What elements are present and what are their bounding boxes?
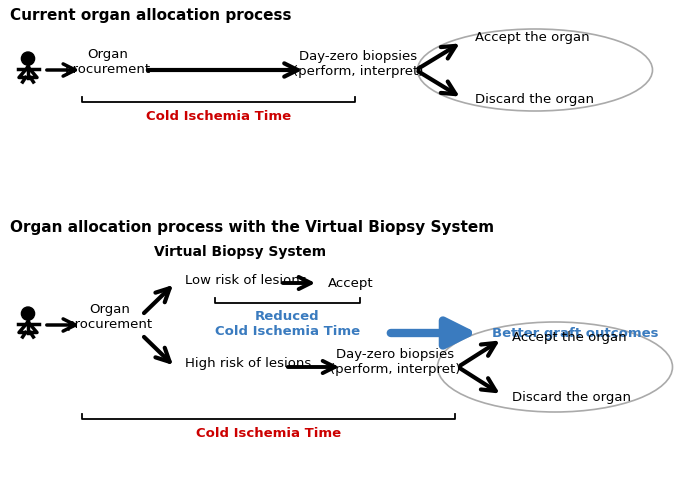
Text: Organ
procurement: Organ procurement [65, 48, 151, 76]
Circle shape [21, 307, 35, 320]
Text: Organ
procurement: Organ procurement [67, 303, 153, 331]
Text: Virtual Biopsy System: Virtual Biopsy System [154, 245, 326, 259]
Text: Low risk of lesions: Low risk of lesions [185, 274, 307, 286]
Text: High risk of lesions: High risk of lesions [185, 357, 311, 371]
Text: Day-zero biopsies
(perform, interpret): Day-zero biopsies (perform, interpret) [329, 348, 460, 376]
Text: Cold Ischemia Time: Cold Ischemia Time [196, 427, 341, 440]
Text: Accept: Accept [328, 277, 373, 289]
Text: Current organ allocation process: Current organ allocation process [10, 8, 292, 23]
Text: Reduced
Cold Ischemia Time: Reduced Cold Ischemia Time [215, 310, 360, 338]
Circle shape [21, 52, 35, 65]
Text: Accept the organ: Accept the organ [475, 32, 590, 44]
Text: Day-zero biopsies
(perform, interpret): Day-zero biopsies (perform, interpret) [292, 50, 423, 78]
Text: Better graft outcomes: Better graft outcomes [492, 326, 658, 339]
Text: Discard the organ: Discard the organ [512, 391, 631, 404]
Text: Discard the organ: Discard the organ [475, 94, 594, 107]
Text: Organ allocation process with the Virtual Biopsy System: Organ allocation process with the Virtua… [10, 220, 494, 235]
Text: Accept the organ: Accept the organ [512, 331, 627, 343]
Text: Cold Ischemia Time: Cold Ischemia Time [146, 110, 291, 123]
